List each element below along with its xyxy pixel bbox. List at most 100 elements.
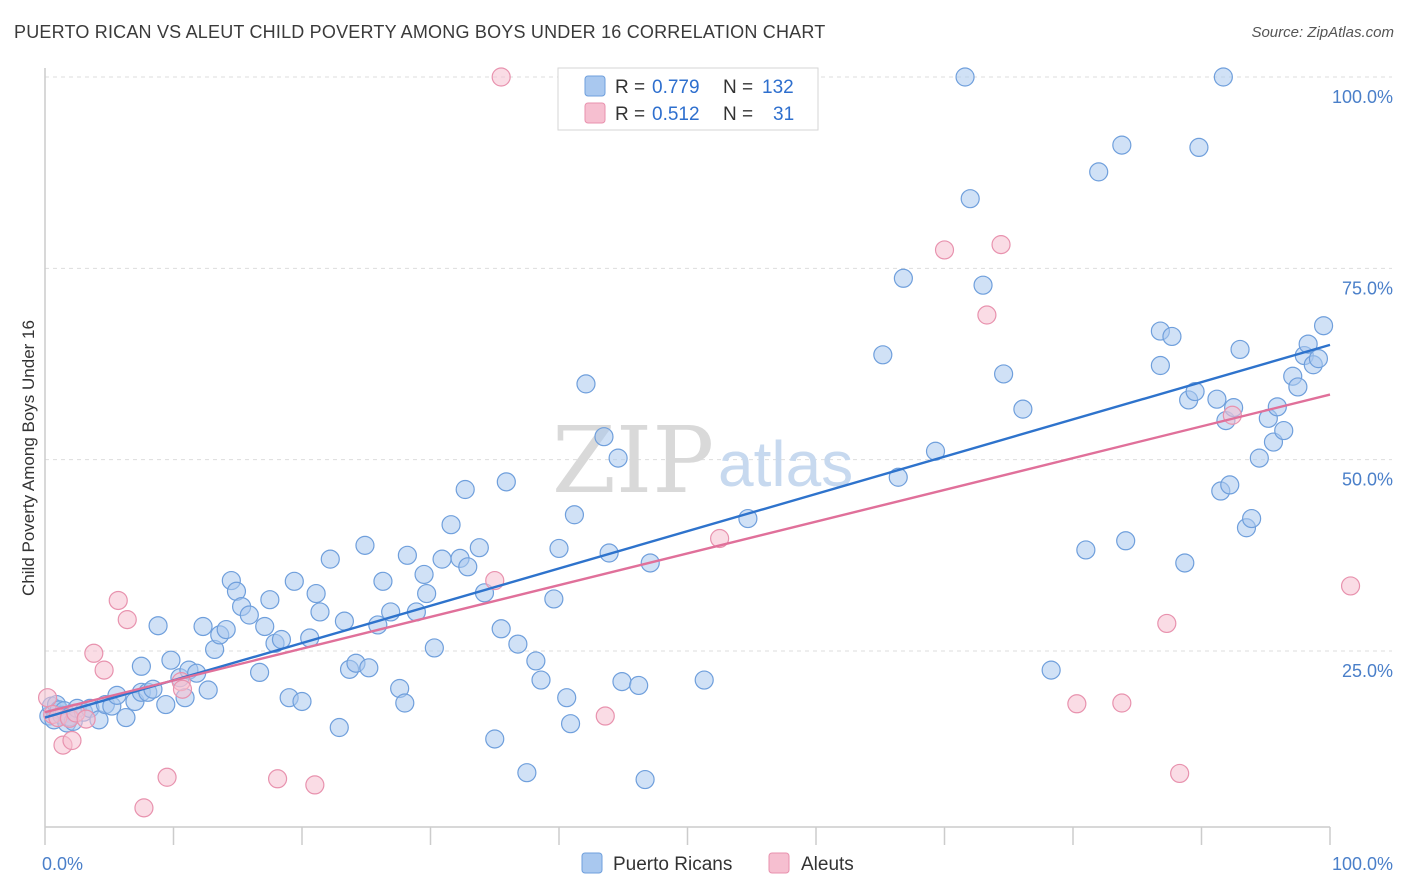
puerto-rican-point-125 [1242,508,1262,529]
legend-r-label-1: R = [615,77,645,98]
aleut-point-30 [1340,576,1361,596]
watermark-atlas: atlas [718,428,853,500]
aleut-point-26 [1112,693,1132,713]
puerto-rican-point-109 [1116,531,1136,551]
puerto-rican-point-84 [560,714,581,734]
aleut-point-9 [94,660,114,680]
puerto-rican-point-100 [955,67,975,87]
puerto-rican-point-83 [557,688,577,708]
puerto-rican-point-132 [1288,377,1308,397]
legend-aleuts-swatch [768,852,790,874]
puerto-rican-point-117 [1207,389,1227,409]
puerto-rican-point-116 [1189,137,1209,158]
puerto-rican-point-121 [1220,475,1240,495]
aleut-point-13 [157,767,177,787]
puerto-rican-point-80 [531,670,551,690]
puerto-rican-point-24 [156,694,176,715]
puerto-rican-point-108 [1112,135,1132,155]
puerto-rican-point-101 [960,189,980,209]
puerto-rican-point-17 [116,707,136,728]
puerto-rican-point-70 [455,479,475,500]
puerto-rican-point-97 [888,467,908,487]
puerto-rican-point-92 [635,769,655,790]
x-tick-label-1: 100.0% [1332,854,1393,874]
puerto-rican-point-71 [458,557,478,577]
puerto-rican-point-91 [629,675,649,696]
puerto-rican-point-46 [292,691,312,712]
legend-swatch-pink [584,102,606,124]
y-tick-label-2: 75.0% [1342,278,1393,298]
aleut-point-25 [1067,694,1087,714]
puerto-rican-point-86 [576,374,596,394]
legend-n-value-2: 31 [773,104,794,125]
data-points [37,67,1361,818]
aleut-point-10 [108,590,128,611]
puerto-rican-point-106 [1076,540,1096,560]
puerto-rican-point-134 [1298,334,1318,354]
puerto-rican-point-23 [148,616,168,636]
puerto-rican-point-136 [1308,349,1329,369]
puerto-rican-point-103 [994,364,1014,384]
puerto-rican-point-55 [355,535,375,555]
puerto-rican-point-39 [249,662,270,683]
chart-title: PUERTO RICAN VS ALEUT CHILD POVERTY AMON… [14,22,826,42]
puerto-rican-point-102 [973,275,993,295]
puerto-rican-point-126 [1249,448,1269,468]
y-tick-label-0: 25.0% [1342,661,1393,681]
puerto-rican-point-62 [397,545,417,565]
puerto-rican-point-72 [469,538,489,558]
aleut-point-7 [76,709,96,729]
puerto-rican-point-89 [608,448,628,468]
puerto-rican-point-30 [193,616,213,637]
legend-series: Puerto Ricans Aleuts [581,852,854,875]
legend-puerto-ricans-swatch [581,852,603,874]
puerto-rican-point-49 [310,602,330,622]
aleut-point-12 [134,798,154,818]
aleut-point-29 [1222,405,1242,425]
puerto-rican-point-81 [544,589,564,609]
aleut-point-23 [977,305,997,325]
puerto-rican-point-98 [893,268,913,288]
puerto-rican-point-104 [1013,399,1033,419]
watermark-zip: ZIP [552,407,714,514]
puerto-rican-point-112 [1162,326,1182,347]
puerto-rican-point-58 [373,571,393,591]
puerto-rican-point-43 [271,629,292,650]
puerto-rican-point-38 [239,605,259,625]
y-tick-label-1: 50.0% [1342,470,1393,490]
puerto-rican-point-48 [306,583,326,604]
puerto-rican-point-78 [517,763,537,783]
aleut-point-11 [117,610,137,630]
puerto-rican-point-76 [496,472,516,492]
puerto-rican-point-113 [1175,553,1195,573]
x-tick-label-0: 0.0% [42,854,83,874]
axes: 25.0% 50.0% 75.0% 100.0% 0.0% 100.0% [42,68,1393,874]
puerto-rican-point-34 [216,619,236,640]
aleut-point-21 [710,528,730,549]
puerto-rican-point-123 [1230,339,1250,360]
puerto-rican-point-52 [334,611,355,631]
puerto-rican-point-77 [508,634,528,654]
puerto-rican-point-56 [359,658,379,678]
legend-stats: R = 0.779 N = 132 R = 0.512 N = 31 [557,67,819,131]
legend-n-label-1: N = [723,77,753,98]
puerto-rican-point-74 [485,729,505,749]
puerto-rican-point-67 [432,549,452,569]
trend-lines [44,343,1331,719]
aleut-point-22 [934,240,955,260]
puerto-rican-point-85 [564,505,585,525]
puerto-rican-point-51 [329,717,349,738]
puerto-rican-point-110 [1150,355,1170,376]
puerto-rican-point-105 [1041,660,1061,680]
watermark: ZIP atlas [552,407,853,514]
puerto-rican-point-64 [414,564,434,585]
aleut-point-15 [172,679,193,699]
aleut-point-20 [595,706,615,726]
legend-n-value-1: 132 [762,77,794,98]
aleut-point-24 [991,235,1011,255]
puerto-rican-point-61 [395,693,415,713]
legend-puerto-ricans-label: Puerto Ricans [613,854,732,875]
puerto-rican-point-45 [284,571,304,591]
puerto-rican-point-20 [131,656,151,676]
